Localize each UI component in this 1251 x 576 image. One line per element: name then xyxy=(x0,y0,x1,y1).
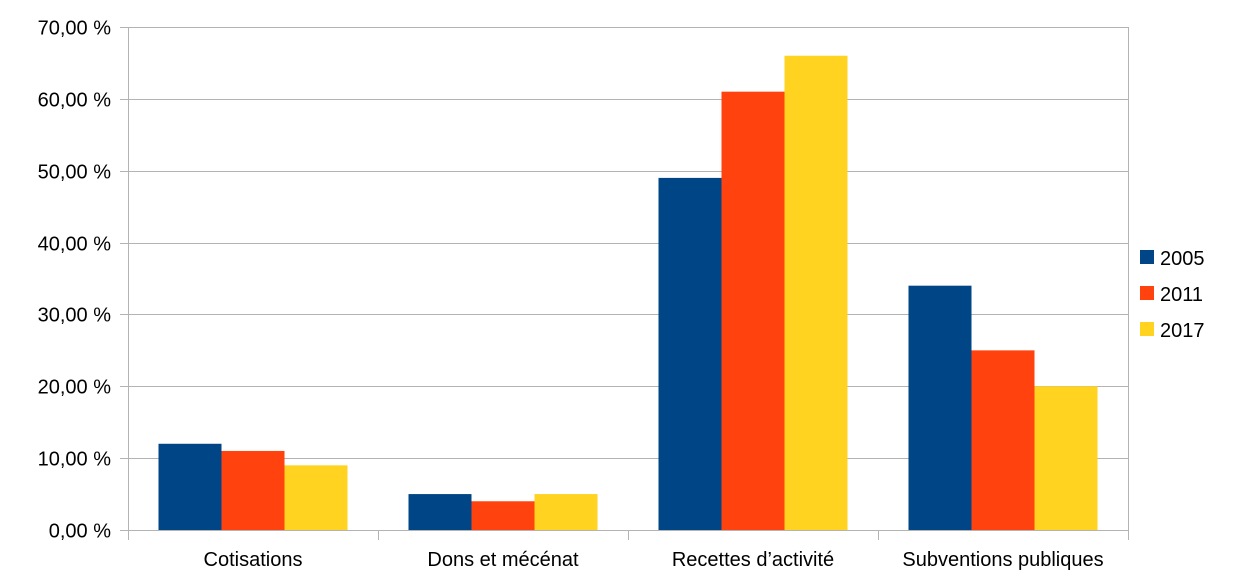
bar-2011-0 xyxy=(221,450,285,530)
legend: 2005 2011 2017 xyxy=(1140,248,1205,342)
bar-2011-1 xyxy=(471,501,535,530)
legend-label: 2017 xyxy=(1160,320,1205,342)
bar-2005-1 xyxy=(408,494,472,530)
y-tick-label: 0,00 % xyxy=(49,521,111,543)
bar-2011-2 xyxy=(721,91,785,531)
gridlines xyxy=(120,27,1128,531)
x-tick-label: Recettes d’activité xyxy=(672,549,834,571)
legend-swatch-2005 xyxy=(1140,250,1154,264)
axis-labels: 0,00 % 10,00 % 20,00 % 30,00 % 40,00 % 50,00 … xyxy=(38,18,1104,572)
bar-2017-0 xyxy=(284,465,348,530)
x-tick-label: Dons et mécénat xyxy=(427,549,579,571)
bar-2017-3 xyxy=(1034,386,1098,530)
y-tick-label: 10,00 % xyxy=(38,449,112,471)
y-tick-label: 20,00 % xyxy=(38,377,112,399)
legend-label: 2011 xyxy=(1160,284,1203,306)
bar-2005-2 xyxy=(658,177,722,530)
bar-2005-0 xyxy=(158,443,222,530)
legend-label: 2005 xyxy=(1160,248,1205,270)
x-tick-label: Cotisations xyxy=(204,549,303,571)
bar-2017-2 xyxy=(784,55,848,530)
y-tick-label: 60,00 % xyxy=(38,90,112,112)
y-tick-label: 30,00 % xyxy=(38,305,112,327)
bar-2011-3 xyxy=(971,350,1035,530)
y-tick-label: 40,00 % xyxy=(38,234,112,256)
y-tick-label: 50,00 % xyxy=(38,162,112,184)
legend-swatch-2011 xyxy=(1140,286,1154,300)
bars xyxy=(158,55,1098,531)
bar-2017-1 xyxy=(534,494,598,530)
bar-2005-3 xyxy=(908,285,972,530)
legend-swatch-2017 xyxy=(1140,322,1154,336)
axes xyxy=(128,27,1129,540)
y-tick-label: 70,00 % xyxy=(38,18,112,40)
x-tick-label: Subventions publiques xyxy=(902,549,1103,571)
